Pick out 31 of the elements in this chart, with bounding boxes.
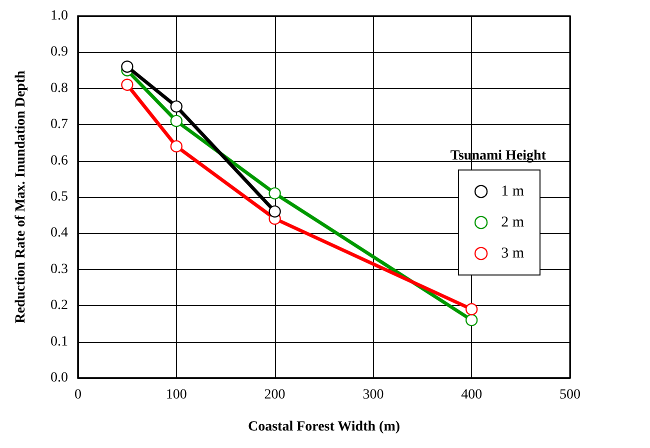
x-tick-label: 500 [560,388,580,402]
y-tick-label: 0.8 [50,80,68,96]
point [466,303,478,316]
legend-label: 3 m [501,246,524,262]
x-tick-label: 400 [461,388,482,402]
x-tick-label: 100 [166,388,187,402]
y-tick-label: 0.0 [50,370,68,386]
y-axis-title: Reduction Rate of Max. Inundation Depth [14,70,28,324]
x-tick-label: 0 [74,388,82,402]
point [170,114,182,128]
legend-label: 2 m [501,214,524,230]
y-tick-label: 0.5 [50,190,68,204]
legend-label: 1 m [501,184,524,200]
point [121,60,134,73]
y-tick-label: 1.0 [50,8,68,24]
y-tick-label: 0.6 [50,153,68,168]
x-tick-label: 300 [362,388,384,402]
point [268,187,281,200]
y-tick-label: 0.9 [50,44,68,60]
y-tick-label: 0.4 [50,226,68,241]
point [121,78,134,91]
point [170,100,182,113]
y-tick-label: 0.1 [50,334,68,350]
y-tick-label: 0.2 [50,298,68,314]
point [466,314,478,326]
y-tick-label: 0.7 [50,117,68,132]
x-tick-label: 200 [264,388,286,402]
x-axis-title: Coastal Forest Width (m) [248,420,400,434]
y-tick-label: 0.3 [50,262,68,277]
point [170,140,182,152]
point [268,205,281,218]
